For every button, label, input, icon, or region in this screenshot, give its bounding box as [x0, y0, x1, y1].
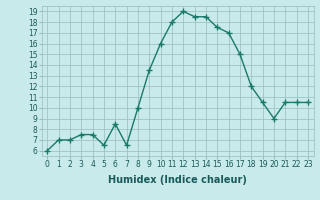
X-axis label: Humidex (Indice chaleur): Humidex (Indice chaleur)	[108, 175, 247, 185]
